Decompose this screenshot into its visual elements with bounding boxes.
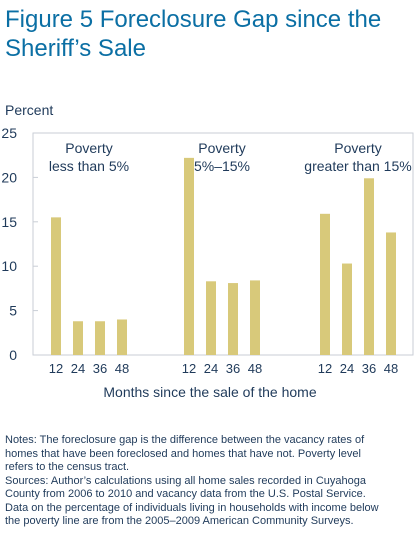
x-tick-label: 12 [49, 361, 63, 376]
bar [320, 213, 330, 355]
bar [250, 280, 260, 355]
chart-title: Figure 5 Foreclosure Gap since the Sheri… [5, 6, 382, 62]
y-axis-label: Percent [5, 102, 54, 118]
bar [364, 178, 374, 355]
notes-line: homes that have been foreclosed and home… [5, 447, 361, 460]
x-tick-label: 48 [384, 361, 398, 376]
sources-line: Data on the percentage of individuals li… [5, 501, 379, 514]
y-tick-label: 20 [1, 169, 17, 185]
notes-line: Notes: The foreclosure gap is the differ… [5, 434, 365, 446]
chart-notes: Notes: The foreclosure gap is the differ… [5, 434, 418, 529]
notes-line: refers to the census tract. [5, 461, 130, 473]
sources-line: the poverty line are from the 2005–2009 … [5, 515, 354, 527]
x-tick-label: 24 [204, 361, 218, 376]
y-tick-label: 10 [1, 258, 17, 274]
bar-chart: 0 5 10 15 20 25 12 24 36 48 Poverty less than 5% 12 2… [1, 125, 414, 376]
bar [117, 319, 127, 355]
bar [73, 321, 83, 355]
bar [342, 263, 352, 355]
y-tick-label: 0 [9, 347, 17, 363]
group-label: Poverty [65, 140, 112, 156]
bar [386, 232, 396, 355]
bar [95, 321, 105, 355]
bar [206, 281, 216, 355]
group-label: Poverty [198, 140, 245, 156]
group-label: Poverty [334, 140, 381, 156]
x-tick-label: 36 [93, 361, 107, 376]
group-label: 5%–15% [194, 158, 250, 174]
group-label: greater than 15% [304, 158, 411, 174]
x-tick-label: 48 [115, 361, 129, 376]
x-tick-label: 36 [226, 361, 240, 376]
y-tick-label: 15 [1, 214, 17, 230]
x-tick-label: 24 [71, 361, 85, 376]
x-axis-label: Months since the sale of the home [103, 384, 317, 400]
x-tick-label: 36 [362, 361, 376, 376]
y-tick-label: 5 [9, 303, 17, 319]
sources-line: Sources: Author’s calculations using all… [5, 474, 366, 487]
y-tick-label: 25 [1, 125, 17, 141]
bar [51, 217, 61, 355]
x-tick-label: 12 [318, 361, 332, 376]
sources-line: County from 2006 to 2010 and vacancy dat… [5, 488, 366, 500]
group-label: less than 5% [49, 158, 129, 174]
bar [184, 157, 194, 355]
x-tick-label: 48 [248, 361, 262, 376]
plot-frame [32, 132, 414, 356]
bar [228, 283, 238, 355]
x-tick-label: 24 [340, 361, 354, 376]
x-tick-label: 12 [182, 361, 196, 376]
